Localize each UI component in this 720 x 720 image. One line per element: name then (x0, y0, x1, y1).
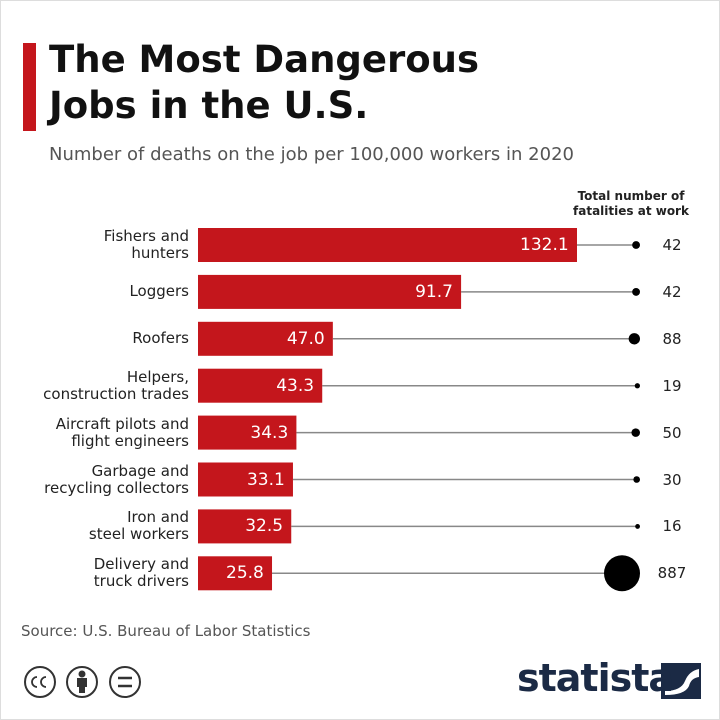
bubble (635, 523, 640, 529)
bar (198, 228, 577, 262)
value-label: 25.8 (226, 563, 264, 584)
bubble (634, 383, 640, 389)
category-label: Helpers, construction trades (43, 367, 189, 403)
bubble-label: 88 (662, 329, 682, 348)
value-label: 33.1 (246, 469, 285, 490)
value-label: 132.1 (520, 235, 569, 255)
bubble-label: 42 (662, 236, 682, 254)
bar (198, 462, 293, 497)
value-label: 34.3 (250, 422, 289, 443)
value-label: 47.0 (286, 328, 325, 349)
bubble-label: 19 (662, 376, 682, 395)
bubble (604, 555, 640, 592)
bubble-label: 30 (662, 470, 682, 489)
chart-subtitle: Number of deaths on the job per 100,000 … (49, 144, 574, 165)
bubble (632, 287, 641, 296)
bubble-label: 887 (657, 564, 687, 583)
category-label: Aircraft pilots and flight engineers (55, 414, 189, 450)
title-accent (23, 43, 36, 131)
category-label: Garbage and recycling collectors (44, 461, 189, 497)
bubble (631, 428, 640, 437)
bar (198, 556, 273, 591)
bar (198, 274, 462, 309)
category-label: Fishers and hunters (103, 227, 189, 262)
bubble-header: Total number of fatalities at work (573, 189, 689, 218)
license-icons (24, 666, 141, 698)
category-label: Roofers (132, 329, 189, 348)
brand: statista (517, 656, 674, 700)
value-label: 43.3 (276, 375, 315, 396)
value-label: 32.5 (245, 516, 284, 537)
bubble-label: 42 (662, 282, 682, 301)
bar (198, 415, 297, 450)
bar (198, 509, 292, 544)
value-label: 91.7 (415, 281, 453, 302)
bar (198, 321, 333, 356)
source: Source: U.S. Bureau of Labor Statistics (21, 622, 311, 640)
brand-mark (661, 663, 701, 699)
bubble-label: 50 (662, 423, 682, 442)
chart-title: The Most Dangerous Jobs in the U.S. (49, 38, 480, 127)
bar (198, 368, 323, 403)
bubble (628, 333, 640, 345)
bubble (633, 476, 641, 483)
category-label: Iron and steel workers (88, 508, 189, 544)
category-label: Delivery and truck drivers (93, 555, 189, 591)
bubble (632, 241, 641, 249)
bubble-label: 16 (662, 517, 682, 536)
category-label: Loggers (129, 282, 189, 301)
